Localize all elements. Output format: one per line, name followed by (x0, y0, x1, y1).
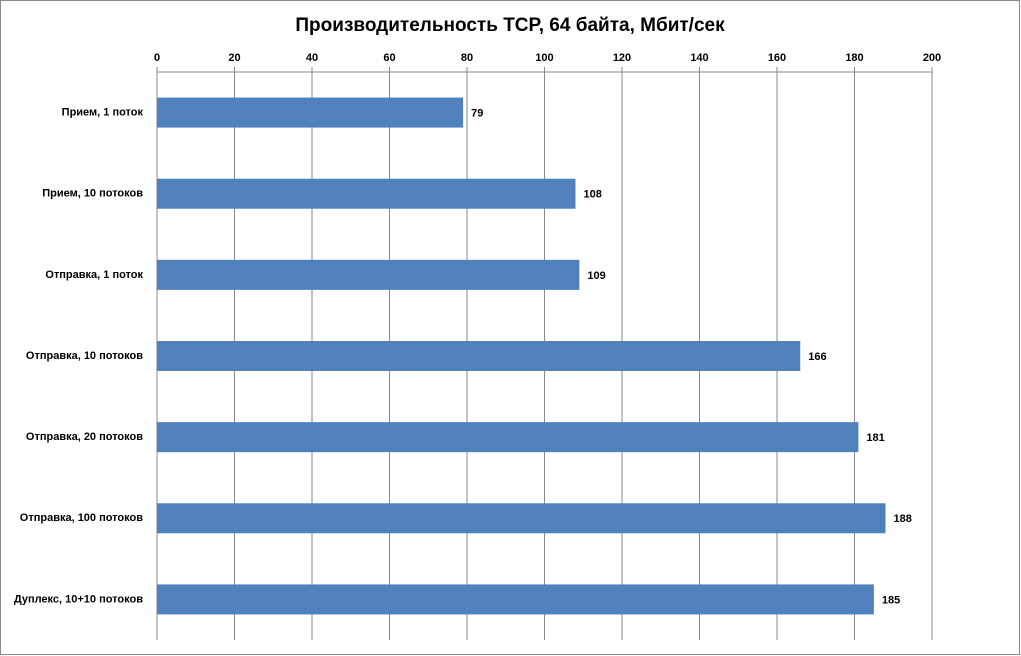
bar (157, 584, 874, 615)
y-tick-label: Отправка, 10 потоков (26, 350, 143, 362)
value-label: 185 (882, 594, 900, 606)
x-tick-label: 200 (923, 52, 941, 64)
x-tick-label: 40 (306, 52, 318, 64)
bar (157, 259, 580, 290)
y-tick-label: Отправка, 1 поток (45, 269, 143, 281)
y-tick-label: Отправка, 100 потоков (20, 512, 143, 524)
y-tick-label: Прием, 10 потоков (42, 188, 143, 200)
chart-title: Производительность TCP, 64 байта, Мбит/с… (295, 15, 725, 36)
bar (157, 178, 576, 209)
value-label: 188 (894, 513, 912, 525)
value-label: 181 (866, 432, 884, 444)
value-label: 109 (587, 270, 605, 282)
y-tick-label: Дуплекс, 10+10 потоков (14, 593, 143, 605)
x-tick-label: 80 (461, 52, 473, 64)
x-tick-label: 60 (383, 52, 395, 64)
bar (157, 503, 886, 534)
x-tick-label: 120 (613, 52, 631, 64)
x-tick-label: 100 (535, 52, 553, 64)
x-tick-label: 20 (228, 52, 240, 64)
x-tick-label: 140 (690, 52, 708, 64)
value-label: 79 (471, 107, 483, 119)
y-tick-label: Прием, 1 поток (62, 106, 144, 118)
bar (157, 97, 464, 128)
x-tick-label: 0 (154, 52, 160, 64)
y-tick-label: Отправка, 20 потоков (26, 431, 143, 443)
value-label: 108 (584, 189, 602, 201)
value-label: 166 (808, 351, 826, 363)
bar (157, 341, 801, 371)
x-tick-label: 160 (768, 52, 786, 64)
bar (157, 422, 859, 453)
x-tick-label: 180 (845, 52, 863, 64)
